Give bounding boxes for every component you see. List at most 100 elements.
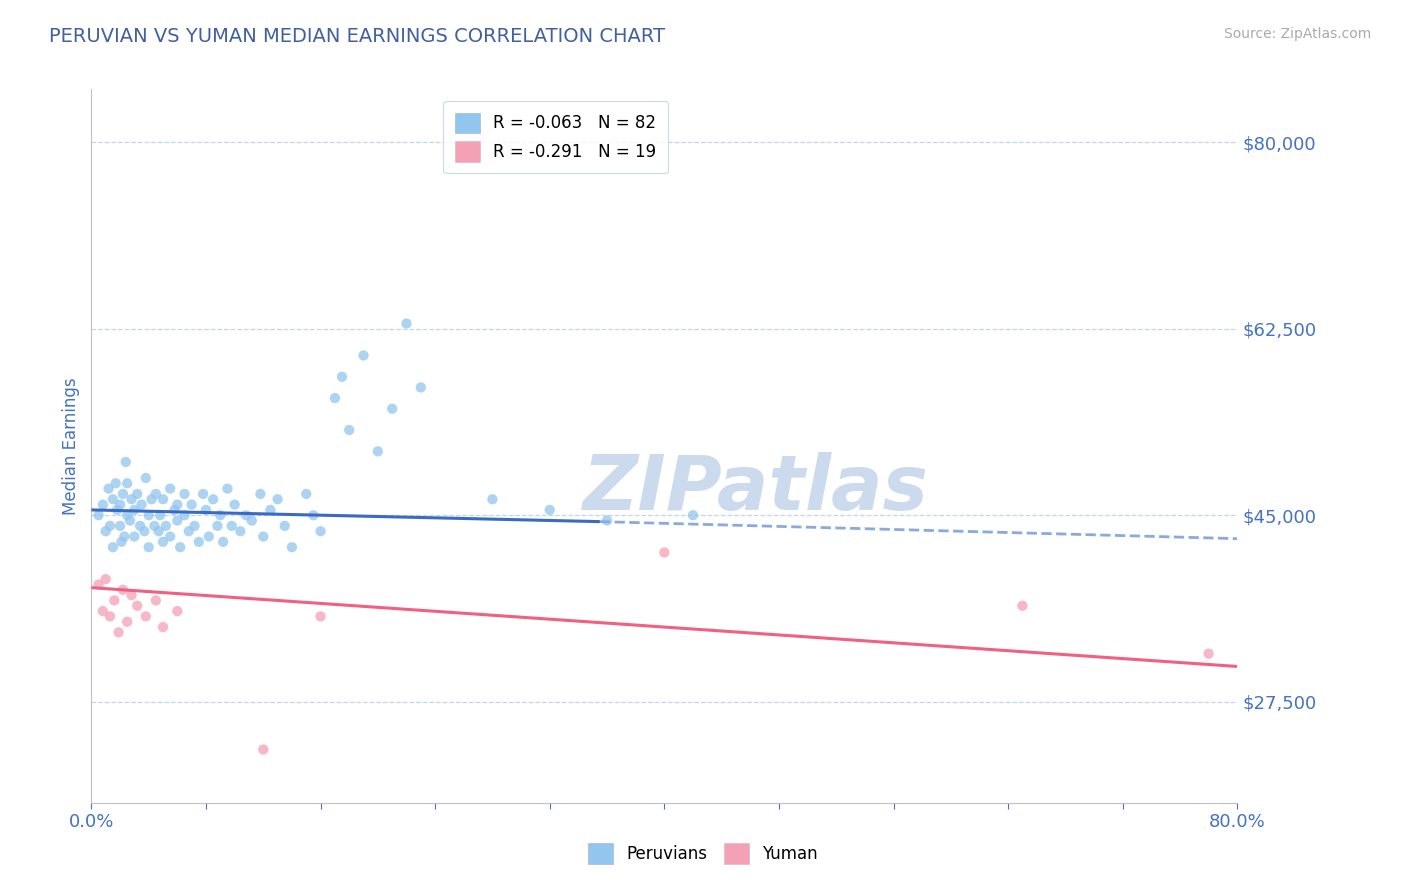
Point — [152, 534, 174, 549]
Point — [141, 492, 163, 507]
Point — [274, 519, 297, 533]
Point — [115, 615, 138, 629]
Point — [259, 503, 281, 517]
Point — [155, 519, 177, 533]
Point — [235, 508, 257, 523]
Point — [91, 604, 114, 618]
Point — [194, 503, 217, 517]
Point — [91, 498, 114, 512]
Point — [1198, 647, 1220, 661]
Legend: Peruvians, Yuman: Peruvians, Yuman — [581, 837, 825, 871]
Point — [127, 487, 149, 501]
Point — [110, 534, 132, 549]
Point — [202, 492, 225, 507]
Point — [138, 540, 160, 554]
Point — [97, 482, 120, 496]
Point — [143, 519, 166, 533]
Point — [152, 620, 174, 634]
Point — [229, 524, 252, 539]
Point — [135, 471, 157, 485]
Point — [111, 487, 134, 501]
Point — [114, 455, 136, 469]
Point — [309, 609, 332, 624]
Point — [159, 529, 181, 543]
Text: Source: ZipAtlas.com: Source: ZipAtlas.com — [1223, 27, 1371, 41]
Point — [409, 380, 432, 394]
Point — [138, 508, 160, 523]
Point — [101, 492, 124, 507]
Point — [120, 514, 142, 528]
Point — [249, 487, 271, 501]
Point — [183, 519, 205, 533]
Point — [353, 349, 375, 363]
Point — [481, 492, 503, 507]
Point — [98, 519, 121, 533]
Point — [148, 524, 170, 539]
Point — [173, 487, 195, 501]
Point — [121, 492, 143, 507]
Point — [252, 529, 274, 543]
Point — [217, 482, 239, 496]
Point — [166, 498, 188, 512]
Point — [115, 508, 138, 523]
Point — [98, 609, 121, 624]
Point — [395, 317, 418, 331]
Point — [191, 487, 214, 501]
Point — [121, 588, 143, 602]
Point — [103, 593, 125, 607]
Point — [107, 625, 129, 640]
Point — [367, 444, 389, 458]
Point — [682, 508, 704, 523]
Point — [240, 514, 263, 528]
Point — [105, 503, 128, 517]
Point — [538, 503, 561, 517]
Point — [163, 503, 186, 517]
Point — [166, 604, 188, 618]
Point — [127, 599, 149, 613]
Point — [145, 593, 167, 607]
Point — [108, 519, 131, 533]
Point — [207, 519, 229, 533]
Point — [221, 519, 243, 533]
Point — [87, 508, 110, 523]
Point — [173, 508, 195, 523]
Point — [252, 742, 274, 756]
Point — [266, 492, 288, 507]
Point — [131, 498, 153, 512]
Point — [124, 529, 146, 543]
Point — [169, 540, 191, 554]
Point — [129, 519, 152, 533]
Point — [212, 534, 235, 549]
Point — [302, 508, 325, 523]
Point — [111, 582, 134, 597]
Y-axis label: Median Earnings: Median Earnings — [62, 377, 80, 515]
Legend: R = -0.063   N = 82, R = -0.291   N = 19: R = -0.063 N = 82, R = -0.291 N = 19 — [443, 101, 668, 173]
Point — [166, 514, 188, 528]
Point — [281, 540, 304, 554]
Point — [309, 524, 332, 539]
Point — [1011, 599, 1033, 613]
Point — [149, 508, 172, 523]
Point — [330, 369, 353, 384]
Point — [652, 545, 675, 559]
Point — [134, 524, 156, 539]
Point — [209, 508, 232, 523]
Point — [94, 572, 117, 586]
Point — [124, 503, 146, 517]
Point — [87, 577, 110, 591]
Point — [108, 498, 131, 512]
Text: PERUVIAN VS YUMAN MEDIAN EARNINGS CORRELATION CHART: PERUVIAN VS YUMAN MEDIAN EARNINGS CORREL… — [49, 27, 665, 45]
Point — [187, 534, 209, 549]
Point — [381, 401, 404, 416]
Point — [323, 391, 346, 405]
Point — [101, 540, 124, 554]
Text: ZIPatlas: ZIPatlas — [583, 452, 929, 525]
Point — [596, 514, 619, 528]
Point — [135, 609, 157, 624]
Point — [94, 524, 117, 539]
Point — [152, 492, 174, 507]
Point — [159, 482, 181, 496]
Point — [145, 487, 167, 501]
Point — [337, 423, 360, 437]
Point — [180, 498, 202, 512]
